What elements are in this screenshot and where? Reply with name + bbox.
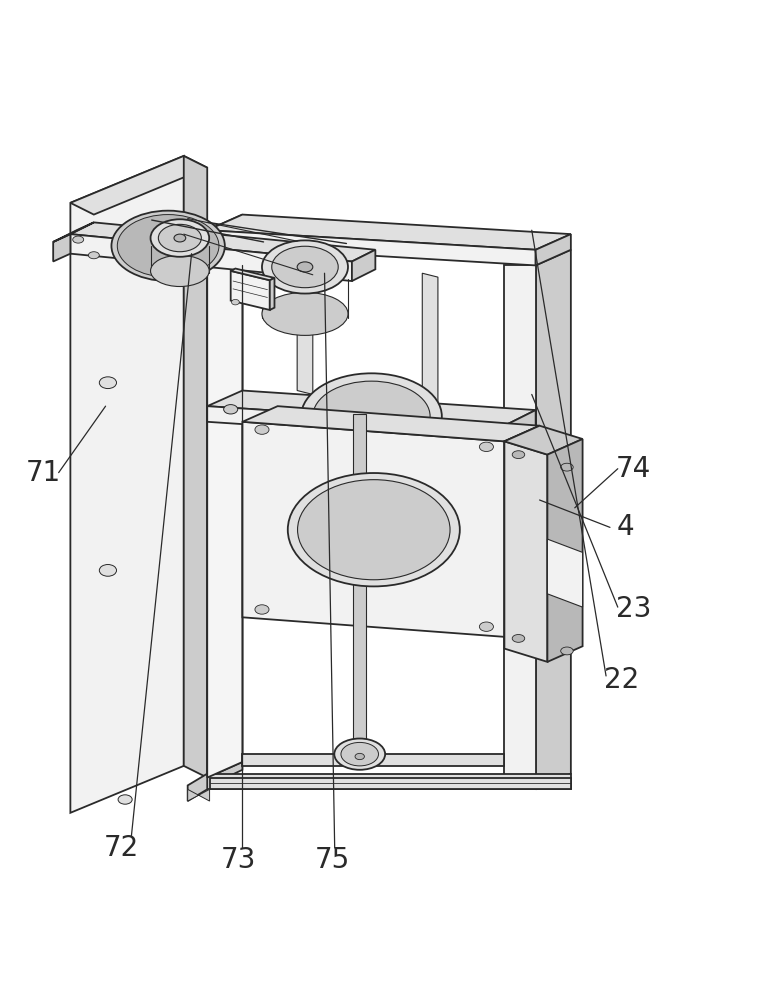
Polygon shape [231, 271, 270, 310]
Polygon shape [422, 273, 438, 404]
Text: 23: 23 [615, 595, 651, 623]
Ellipse shape [561, 463, 573, 471]
Polygon shape [53, 234, 70, 261]
Ellipse shape [482, 425, 496, 434]
Ellipse shape [262, 292, 348, 335]
Polygon shape [207, 230, 536, 265]
Polygon shape [547, 539, 583, 607]
Polygon shape [207, 406, 504, 441]
Polygon shape [353, 414, 366, 754]
Ellipse shape [150, 219, 210, 257]
Text: 71: 71 [25, 459, 61, 487]
Polygon shape [297, 265, 313, 394]
Ellipse shape [231, 299, 239, 305]
Polygon shape [504, 441, 547, 662]
Ellipse shape [262, 240, 348, 294]
Ellipse shape [301, 373, 442, 459]
Polygon shape [504, 426, 540, 637]
Polygon shape [207, 215, 242, 778]
Polygon shape [207, 234, 242, 778]
Polygon shape [188, 789, 210, 801]
Ellipse shape [150, 255, 210, 287]
Polygon shape [504, 265, 536, 787]
Polygon shape [242, 422, 504, 637]
Polygon shape [207, 215, 571, 250]
Text: 74: 74 [615, 455, 651, 483]
Ellipse shape [158, 224, 202, 252]
Ellipse shape [111, 211, 225, 281]
Ellipse shape [355, 753, 364, 760]
Polygon shape [504, 426, 583, 455]
Polygon shape [270, 278, 274, 310]
Polygon shape [242, 406, 540, 441]
Ellipse shape [317, 262, 328, 269]
Ellipse shape [73, 236, 84, 243]
Polygon shape [207, 762, 242, 785]
Ellipse shape [335, 739, 386, 770]
Polygon shape [207, 391, 536, 426]
Ellipse shape [99, 565, 117, 576]
Ellipse shape [272, 246, 338, 288]
Polygon shape [53, 222, 94, 242]
Ellipse shape [88, 252, 99, 259]
Ellipse shape [288, 473, 460, 586]
Ellipse shape [99, 377, 117, 389]
Ellipse shape [255, 605, 269, 614]
Polygon shape [352, 250, 375, 281]
Ellipse shape [512, 451, 525, 459]
Text: 4: 4 [617, 513, 634, 541]
Polygon shape [70, 234, 352, 281]
Text: 75: 75 [314, 846, 350, 874]
Ellipse shape [297, 480, 450, 580]
Ellipse shape [479, 442, 493, 452]
Ellipse shape [117, 215, 219, 277]
Polygon shape [70, 156, 184, 813]
Ellipse shape [174, 234, 186, 242]
Ellipse shape [118, 795, 132, 804]
Ellipse shape [313, 381, 430, 452]
Ellipse shape [341, 742, 378, 766]
Ellipse shape [512, 635, 525, 642]
Ellipse shape [297, 262, 313, 272]
Polygon shape [184, 156, 207, 778]
Polygon shape [207, 774, 571, 789]
Ellipse shape [561, 647, 573, 655]
Polygon shape [536, 250, 571, 789]
Polygon shape [210, 778, 571, 789]
Polygon shape [188, 774, 207, 801]
Text: 22: 22 [604, 666, 640, 694]
Polygon shape [547, 439, 583, 662]
Ellipse shape [255, 425, 269, 434]
Text: 72: 72 [103, 834, 139, 862]
Ellipse shape [479, 622, 493, 631]
Polygon shape [242, 754, 504, 766]
Polygon shape [231, 269, 274, 280]
Polygon shape [70, 222, 375, 261]
Polygon shape [70, 156, 207, 215]
Polygon shape [536, 234, 571, 265]
Polygon shape [504, 410, 536, 441]
Ellipse shape [224, 405, 238, 414]
Text: 73: 73 [221, 846, 256, 874]
